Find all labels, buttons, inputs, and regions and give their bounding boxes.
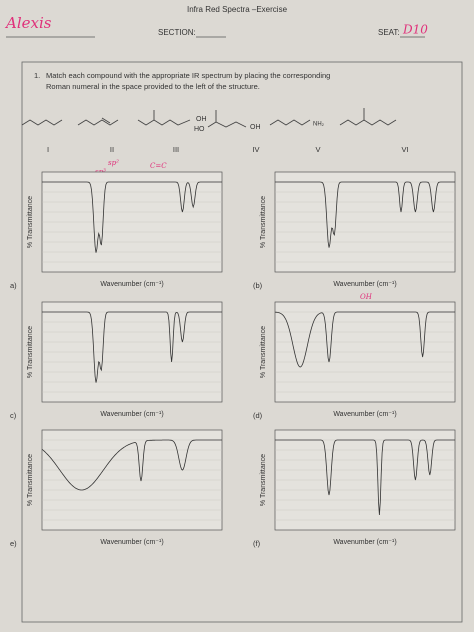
x-axis-label: Wavenumber (cm⁻¹) [333,411,396,418]
title: Infra Red Spectra –Exercise [187,5,288,14]
section-label: SECTION: [158,28,196,37]
structure-label: HO [194,126,205,133]
spectrum-curve [41,439,222,491]
question-box [21,61,463,623]
spectrum-curve [42,181,222,253]
question-text: Match each compound with the appropriate… [46,71,330,80]
question-number: 1. [34,71,40,80]
x-axis-label: Wavenumber (cm⁻¹) [100,281,163,288]
structure-label: NH₂ [313,122,325,128]
seat-value: D10 [402,23,428,37]
x-axis-label: Wavenumber (cm⁻¹) [100,411,163,418]
spectrum-curve [275,439,455,516]
y-axis-label: % Transmittance [260,454,267,506]
spectrum-curve [274,311,455,368]
structure-label: OH [196,116,207,123]
y-axis-label: % Transmittance [27,326,34,378]
y-axis-label: % Transmittance [260,196,267,248]
spectrum-label: (f) [253,539,261,548]
roman-numeral: IV [252,145,259,154]
x-axis-label: Wavenumber (cm⁻¹) [100,539,163,546]
spectrum-curve [42,311,222,383]
y-axis-label: % Transmittance [27,454,34,506]
structure-amine [269,119,311,126]
structure-alcohol [137,119,191,126]
y-axis-label: % Transmittance [260,326,267,378]
spectrum-label: a) [10,281,17,290]
handwritten-note: C=C [150,162,167,170]
roman-numeral: VI [401,145,408,154]
structure-hexane [21,119,63,126]
handwritten-note: sp² [108,159,119,167]
roman-numeral: II [110,145,114,154]
structure-hexene [77,119,119,126]
handwritten-note: OH [360,293,373,301]
spectrum-curve [275,181,455,248]
structure-label: OH [250,124,261,131]
structure-acid [207,121,247,128]
double-bond [101,117,111,124]
roman-numeral: I [47,145,49,154]
x-axis-label: Wavenumber (cm⁻¹) [333,539,396,546]
structure-ester [339,119,397,126]
spectrum-label: e) [10,539,17,548]
question-text: Roman numeral in the space provided to t… [46,82,260,91]
roman-numeral: V [315,145,320,154]
x-axis-label: Wavenumber (cm⁻¹) [333,281,396,288]
spectrum-label: (b) [253,281,263,290]
spectrum-label: c) [10,411,17,420]
spectrum-label: (d) [253,411,263,420]
roman-numeral: III [173,145,179,154]
student-name: Alexis [4,14,52,32]
seat-label: SEAT: [378,28,400,37]
y-axis-label: % Transmittance [27,196,34,248]
